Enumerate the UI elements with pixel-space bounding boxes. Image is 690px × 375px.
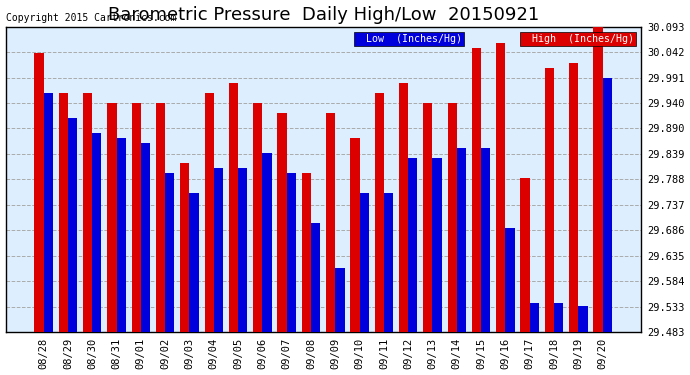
Text: Copyright 2015 Cartronics.com: Copyright 2015 Cartronics.com: [6, 13, 176, 24]
Bar: [253, 103, 262, 332]
Bar: [423, 103, 433, 332]
Bar: [229, 83, 238, 332]
Bar: [204, 93, 214, 332]
Bar: [384, 193, 393, 332]
Bar: [311, 223, 320, 332]
Bar: [34, 53, 43, 332]
Bar: [180, 163, 190, 332]
Bar: [335, 268, 344, 332]
Bar: [92, 133, 101, 332]
Bar: [554, 303, 563, 332]
Bar: [578, 306, 587, 332]
Bar: [43, 93, 53, 332]
Bar: [156, 103, 165, 332]
Bar: [481, 148, 491, 332]
Bar: [399, 83, 408, 332]
Bar: [408, 158, 417, 332]
Bar: [326, 113, 335, 332]
Bar: [433, 158, 442, 332]
Bar: [544, 68, 554, 332]
Bar: [375, 93, 384, 332]
Bar: [59, 93, 68, 332]
Bar: [141, 143, 150, 332]
Bar: [277, 113, 286, 332]
Bar: [602, 78, 612, 332]
Legend: High  (Inches/Hg): High (Inches/Hg): [520, 32, 635, 45]
Bar: [351, 138, 359, 332]
Bar: [83, 93, 92, 332]
Bar: [132, 103, 141, 332]
Bar: [117, 138, 126, 332]
Bar: [457, 148, 466, 332]
Bar: [302, 173, 311, 332]
Bar: [472, 48, 481, 332]
Bar: [68, 118, 77, 332]
Bar: [593, 27, 602, 332]
Bar: [238, 168, 247, 332]
Title: Barometric Pressure  Daily High/Low  20150921: Barometric Pressure Daily High/Low 20150…: [108, 6, 539, 24]
Bar: [286, 173, 296, 332]
Bar: [214, 168, 223, 332]
Bar: [448, 103, 457, 332]
Bar: [108, 103, 117, 332]
Bar: [359, 193, 369, 332]
Bar: [520, 178, 530, 332]
Bar: [190, 193, 199, 332]
Bar: [496, 43, 505, 332]
Bar: [530, 303, 539, 332]
Bar: [262, 153, 272, 332]
Bar: [505, 228, 515, 332]
Bar: [569, 63, 578, 332]
Bar: [165, 173, 175, 332]
